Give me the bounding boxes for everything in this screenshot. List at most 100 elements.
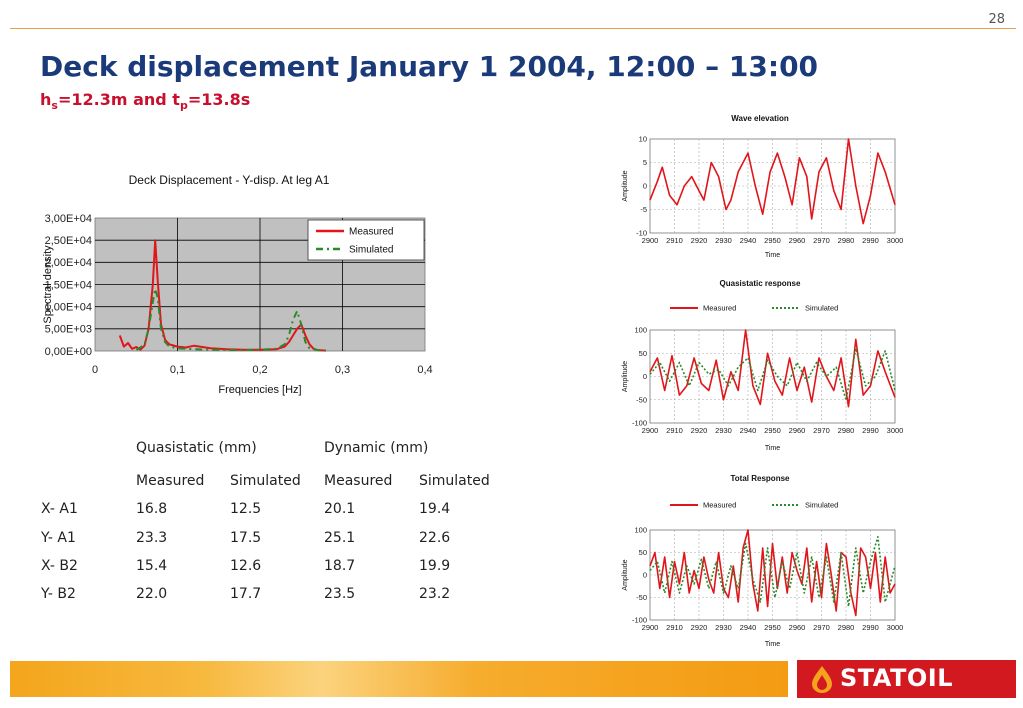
x-tick-label: 0 xyxy=(92,364,98,376)
y-tick-label: 5 xyxy=(643,158,647,167)
x-tick-label: 2970 xyxy=(813,623,830,632)
x-tick-label: 2980 xyxy=(838,236,855,245)
table-cell: 22.6 xyxy=(419,530,451,546)
x-tick-label: 2950 xyxy=(764,426,781,435)
table-cell: 16.8 xyxy=(136,501,168,517)
logo-text: STATOIL xyxy=(840,664,953,692)
x-tick-label: 2980 xyxy=(838,623,855,632)
legend-label: Measured xyxy=(349,227,393,238)
subtitle-t-val: =13.8s xyxy=(187,90,251,109)
table-cell: 17.7 xyxy=(230,586,262,602)
y-tick-label: 0 xyxy=(643,182,647,191)
table-cell: 15.4 xyxy=(136,558,168,574)
table-cell: 18.7 xyxy=(324,558,356,574)
legend-label: Measured xyxy=(703,501,736,510)
y-tick-label: 1,50E+04 xyxy=(45,279,92,291)
x-tick-label: 2990 xyxy=(862,426,879,435)
legend-label: Measured xyxy=(703,304,736,313)
x-tick-label: 2970 xyxy=(813,236,830,245)
table-cell: 17.5 xyxy=(230,530,262,546)
slide-title: Deck displacement January 1 2004, 12:00 … xyxy=(40,50,819,83)
table-row-label: X- A1 xyxy=(41,501,78,517)
x-tick-label: 0,2 xyxy=(252,364,267,376)
y-tick-label: 1,00E+04 xyxy=(45,302,92,314)
y-axis-label: Amplitude xyxy=(622,170,629,201)
x-tick-label: 2920 xyxy=(691,623,708,632)
x-tick-label: 2900 xyxy=(642,426,659,435)
x-tick-label: 2940 xyxy=(740,236,757,245)
x-tick-label: 0,4 xyxy=(417,364,432,376)
x-tick-label: 2940 xyxy=(740,623,757,632)
page-number: 28 xyxy=(988,12,1005,27)
y-axis-label: Amplitude xyxy=(622,361,629,392)
x-tick-label: 2960 xyxy=(789,623,806,632)
table-sub-header: Simulated xyxy=(419,473,490,489)
chart-title: Quasistatic response xyxy=(720,279,801,288)
table-sub-header: Simulated xyxy=(230,473,301,489)
series-line-measured xyxy=(649,138,896,225)
x-tick-label: 0,3 xyxy=(335,364,350,376)
table-cell: 12.6 xyxy=(230,558,262,574)
table-row-label: Y- B2 xyxy=(41,586,76,602)
table-cell: 19.9 xyxy=(419,558,451,574)
table-cell: 23.5 xyxy=(324,586,356,602)
table-cell: 25.1 xyxy=(324,530,356,546)
y-tick-label: 100 xyxy=(634,526,647,535)
footer-band xyxy=(10,661,788,697)
x-tick-label: 2940 xyxy=(740,426,757,435)
x-axis-label: Time xyxy=(765,445,780,452)
y-tick-label: -50 xyxy=(636,395,647,404)
spectral-density-chart: Deck Displacement - Y-disp. At leg A1 0 0,… xyxy=(33,157,443,407)
x-tick-label: 2990 xyxy=(862,236,879,245)
x-tick-label: 0,1 xyxy=(170,364,185,376)
y-tick-label: 50 xyxy=(639,349,647,358)
table-cell: 23.3 xyxy=(136,530,168,546)
subtitle-t-sub: p xyxy=(179,99,188,113)
x-tick-label: 2920 xyxy=(691,426,708,435)
header-rule xyxy=(10,28,1016,29)
x-tick-label: 2910 xyxy=(666,236,683,245)
series-line-simulated xyxy=(649,536,896,608)
y-tick-label: 2,50E+04 xyxy=(45,235,92,247)
y-tick-label: -10 xyxy=(636,229,647,238)
legend-label: Simulated xyxy=(349,245,393,256)
legend-label: Simulated xyxy=(805,501,838,510)
table-cell: 19.4 xyxy=(419,501,451,517)
statoil-logo: STATOIL xyxy=(797,660,1016,698)
series-line-simulated xyxy=(135,287,327,352)
table-sub-header: Measured xyxy=(324,473,393,489)
y-tick-label: 0 xyxy=(643,571,647,580)
table-group-header: Dynamic (mm) xyxy=(324,440,429,456)
table-cell: 20.1 xyxy=(324,501,356,517)
y-tick-label: 50 xyxy=(639,548,647,557)
total-response-chart: Total Response 2900 2910 2920 2930 2940 2950 29… xyxy=(617,468,917,652)
x-axis-label: Time xyxy=(765,641,780,648)
y-tick-label: -100 xyxy=(632,419,647,428)
x-tick-label: 3000 xyxy=(887,426,904,435)
y-tick-label: 3,00E+04 xyxy=(45,213,92,225)
series-line-simulated xyxy=(649,347,896,401)
x-tick-label: 2930 xyxy=(715,426,732,435)
x-tick-label: 2930 xyxy=(715,236,732,245)
table-row-label: Y- A1 xyxy=(41,530,76,546)
x-tick-label: 2900 xyxy=(642,236,659,245)
y-tick-label: 10 xyxy=(639,135,647,144)
slide-subtitle: hs=12.3m and tp=13.8s xyxy=(40,90,250,112)
y-tick-label: 0 xyxy=(643,372,647,381)
table-row-label: X- B2 xyxy=(41,558,78,574)
chart-title: Wave elevation xyxy=(731,114,789,123)
y-tick-label: 100 xyxy=(634,326,647,335)
x-axis-label: Frequencies [Hz] xyxy=(218,384,301,396)
x-tick-label: 3000 xyxy=(887,623,904,632)
chart-title: Deck Displacement - Y-disp. At leg A1 xyxy=(129,173,330,187)
wave-elevation-chart: Wave elevation 2900 2910 2920 2930 2940 2950 29… xyxy=(617,110,917,262)
x-tick-label: 2910 xyxy=(666,623,683,632)
legend-box xyxy=(307,219,425,261)
subtitle-h-sub: s xyxy=(51,99,58,113)
table-group-header: Quasistatic (mm) xyxy=(136,440,257,456)
x-tick-label: 2990 xyxy=(862,623,879,632)
table-cell: 23.2 xyxy=(419,586,451,602)
flame-drop-icon xyxy=(812,666,832,693)
x-tick-label: 2960 xyxy=(789,426,806,435)
x-tick-label: 2910 xyxy=(666,426,683,435)
